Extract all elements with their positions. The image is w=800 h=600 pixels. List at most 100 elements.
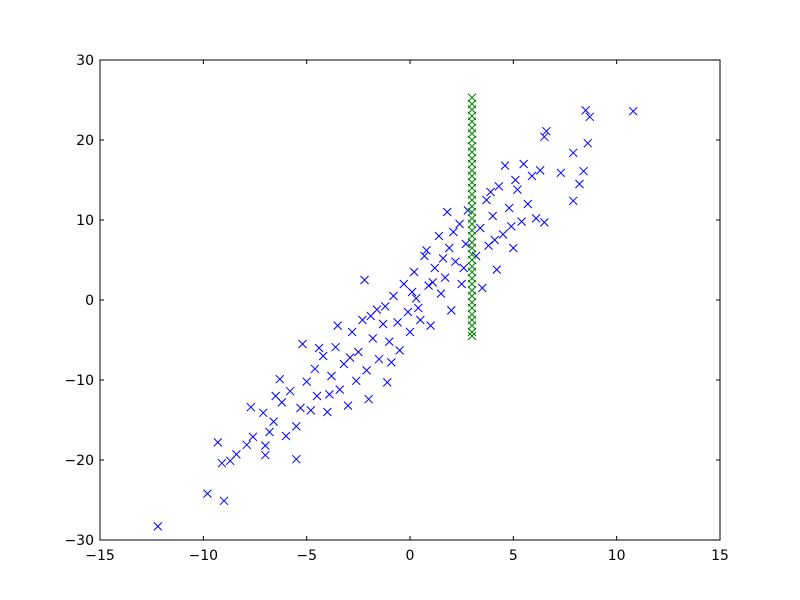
data-point-series-1	[318, 351, 328, 361]
data-point-series-1	[422, 246, 431, 255]
data-point-series-1	[368, 334, 378, 343]
data-point-series-1	[482, 195, 491, 205]
data-point-series-1	[568, 196, 578, 206]
data-point-series-1	[539, 218, 549, 227]
data-point-series-1	[420, 251, 429, 261]
data-point-series-1	[362, 366, 371, 375]
data-point-series-2	[467, 226, 477, 235]
data-point-series-1	[358, 315, 367, 325]
data-point-series-1	[291, 422, 301, 431]
data-point-series-1	[393, 318, 402, 327]
data-point-series-1	[219, 496, 229, 506]
axis-ticks: −15 −10 −5 0 5 10 15 −30 −20 −10 0 10 20 30	[64, 53, 728, 564]
data-point-series-1	[438, 254, 448, 263]
data-point-series-1	[513, 185, 522, 194]
data-point-series-2	[467, 331, 477, 341]
data-point-series-2	[467, 250, 477, 259]
data-point-series-1	[498, 230, 508, 239]
data-point-series-1	[424, 281, 433, 290]
data-point-series-1	[492, 265, 502, 274]
data-point-series-1	[271, 391, 281, 401]
data-point-series-1	[511, 175, 520, 185]
data-point-series-1	[461, 239, 471, 249]
data-point-series-1	[488, 211, 498, 221]
data-point-series-1	[506, 222, 516, 231]
x-tick-label: 10	[608, 548, 626, 564]
data-point-series-1	[306, 406, 316, 415]
x-tick-label: −10	[189, 548, 219, 564]
data-point-series-1	[451, 257, 460, 266]
data-point-series-1	[302, 377, 312, 386]
data-point-series-1	[494, 182, 504, 191]
data-point-series-1	[232, 450, 241, 459]
data-point-series-1	[411, 294, 421, 303]
x-tick-label: −15	[85, 548, 115, 564]
data-point-series-1	[531, 214, 541, 223]
data-point-series-2	[467, 327, 477, 337]
data-point-series-1	[322, 407, 332, 417]
data-point-series-2	[467, 142, 477, 151]
data-point-series-1	[153, 522, 163, 531]
data-point-series-1	[486, 187, 495, 197]
y-tick-label: 10	[76, 213, 94, 229]
data-point-series-1	[583, 138, 593, 148]
data-point-series-1	[378, 319, 388, 329]
data-point-series-1	[436, 289, 446, 298]
data-point-series-1	[327, 371, 336, 381]
y-tick-label: −10	[64, 373, 94, 389]
data-point-series-1	[517, 217, 526, 226]
data-point-series-1	[403, 307, 413, 317]
data-point-series-1	[407, 287, 417, 297]
data-point-series-2	[467, 298, 477, 307]
data-point-series-1	[490, 235, 500, 245]
data-point-series-1	[434, 231, 444, 241]
data-point-series-1	[519, 159, 529, 169]
data-point-series-1	[542, 126, 551, 136]
data-point-series-1	[325, 390, 334, 399]
data-point-series-1	[446, 306, 456, 315]
y-tick-label: −20	[64, 453, 94, 469]
data-point-series-1	[430, 263, 440, 273]
data-point-series-1	[413, 303, 423, 313]
data-point-series-1	[374, 354, 384, 364]
data-point-series-1	[366, 311, 376, 321]
y-tick-label: 0	[85, 293, 94, 309]
data-point-series-2	[467, 274, 477, 283]
data-point-series-1	[291, 454, 301, 464]
data-point-series-2	[467, 262, 477, 271]
data-point-series-1	[395, 346, 405, 355]
data-point-series-1	[213, 438, 223, 447]
data-point-series-1	[442, 207, 452, 217]
data-point-series-1	[457, 279, 467, 289]
data-point-series-1	[275, 374, 285, 384]
data-point-series-2	[467, 166, 477, 175]
data-point-series-1	[364, 394, 374, 404]
data-point-series-1	[539, 132, 549, 142]
x-tick-label: 5	[509, 548, 518, 564]
data-point-series-1	[477, 283, 487, 293]
data-point-series-1	[347, 327, 357, 337]
data-point-series-1	[504, 203, 514, 213]
data-point-series-1	[585, 112, 595, 122]
data-point-series-1	[258, 408, 268, 418]
data-point-series-2	[467, 190, 477, 199]
data-point-series-1	[314, 343, 324, 353]
data-point-series-2	[467, 178, 477, 187]
y-tick-label: 30	[76, 53, 94, 69]
data-point-series-1	[449, 227, 458, 237]
data-point-series-1	[382, 378, 392, 387]
data-point-series-1	[409, 267, 419, 277]
data-point-series-1	[343, 401, 353, 410]
data-point-series-1	[508, 243, 518, 253]
data-point-series-1	[246, 402, 256, 412]
data-point-series-1	[475, 223, 485, 233]
data-point-series-2	[467, 99, 477, 109]
y-tick-label: −30	[64, 533, 94, 549]
data-point-series-1	[440, 273, 450, 282]
data-point-series-2	[467, 238, 477, 247]
data-point-series-2	[467, 135, 477, 145]
data-point-series-1	[380, 302, 390, 311]
data-point-series-1	[426, 321, 436, 330]
data-point-series-1	[556, 168, 566, 178]
